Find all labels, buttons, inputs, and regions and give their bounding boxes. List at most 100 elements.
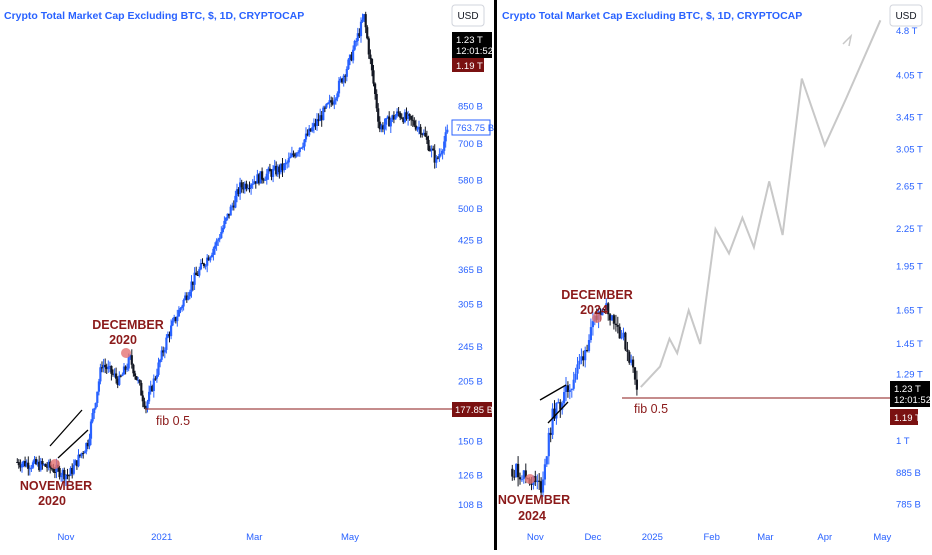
candle-body (610, 315, 614, 321)
candle-body (630, 359, 633, 363)
candle-body (278, 166, 281, 173)
y-tick-label: 1.45 T (896, 339, 923, 350)
candle-body (572, 379, 575, 389)
candle-body (363, 14, 366, 20)
candle-body (432, 148, 435, 151)
candle-body (392, 115, 395, 120)
right-low-box (890, 409, 918, 425)
candle-body (35, 459, 38, 465)
left-december-label-line1: DECEMBER (92, 318, 164, 332)
candle-body (559, 402, 562, 410)
candle-body (129, 355, 132, 358)
candle-body (44, 464, 47, 467)
candle-body (46, 466, 49, 468)
candle-body (389, 119, 392, 127)
candle-body (356, 33, 359, 41)
candle-body (315, 119, 319, 126)
candle-body (151, 386, 154, 391)
right-projection-arrowhead (842, 33, 853, 47)
candle-body (234, 195, 237, 208)
candle-body (328, 100, 331, 103)
y-tick-label: 850 B (458, 101, 483, 112)
candle-body (107, 366, 110, 370)
candle-body (262, 179, 265, 181)
candle-body (217, 239, 220, 241)
candle-body (248, 188, 251, 189)
candle-body (286, 162, 289, 164)
left-price-box (452, 32, 492, 58)
candle-body (543, 464, 546, 480)
candle-body (347, 59, 350, 70)
candle-body (124, 366, 127, 370)
candle-body (246, 188, 250, 189)
right-x-axis: Nov Dec 2025 Feb Mar Apr May (527, 532, 892, 543)
candle-body (620, 337, 623, 339)
candle-body (314, 123, 317, 126)
candle-body (587, 340, 591, 351)
candle-body (185, 295, 188, 300)
candle-body (143, 401, 146, 408)
candle-body (353, 41, 356, 50)
candle-body (344, 75, 347, 77)
candle-body (154, 378, 157, 380)
x-tick-label: Mar (246, 532, 262, 543)
left-usd-button[interactable] (451, 4, 485, 27)
candle-body (325, 103, 328, 108)
candle-body (333, 100, 336, 105)
right-price-box (890, 381, 930, 407)
candle-body (196, 275, 199, 276)
x-tick-label: Nov (527, 532, 544, 543)
candle-body (517, 463, 520, 478)
candle-body (159, 359, 162, 363)
candle-body (563, 392, 566, 404)
right-usd-button[interactable] (889, 4, 923, 27)
y-tick-label: 150 B (458, 437, 483, 448)
candle-body (213, 245, 217, 249)
candle-body (372, 70, 375, 84)
candle-body (86, 443, 89, 447)
candle-body (102, 364, 105, 368)
y-tick-label: 785 B (896, 500, 921, 511)
candle-body (146, 401, 149, 409)
right-december-label-line2: 2024 (580, 303, 608, 317)
candle-body (553, 408, 556, 419)
candle-body (215, 240, 218, 246)
left-fib-box-value: 177.85 B (455, 405, 493, 416)
candle-body (584, 350, 587, 361)
candle-body (369, 54, 372, 60)
candle-body (168, 334, 171, 337)
candle-body (589, 327, 592, 340)
candle-body (576, 364, 579, 374)
candle-body (574, 373, 577, 380)
x-tick-label: 2025 (642, 532, 663, 543)
candle-body (245, 183, 248, 189)
candle-body (334, 98, 337, 101)
candle-body (397, 111, 400, 113)
candle-body (603, 309, 606, 311)
candle-body (396, 111, 399, 116)
candle-body (364, 14, 367, 28)
candle-body (391, 115, 394, 120)
candle-body (111, 373, 115, 375)
candle-body (422, 132, 425, 135)
y-tick-label: 580 B (458, 175, 483, 186)
candle-body (283, 164, 286, 171)
candle-body (135, 376, 138, 380)
candle-body (270, 171, 273, 177)
right-chart-title: Crypto Total Market Cap Excluding BTC, $… (502, 10, 802, 22)
x-tick-label: Feb (704, 532, 720, 543)
left-y-axis: 850 B 700 B 580 B 500 B 425 B 365 B 305 B 245 B… (458, 101, 483, 511)
candle-body (226, 213, 229, 218)
x-tick-label: Dec (584, 532, 601, 543)
x-tick-label: Apr (817, 532, 832, 543)
left-wedge-lower-line (57, 429, 89, 459)
candle-body (121, 374, 124, 377)
candle-body (188, 291, 191, 297)
candle-body (24, 461, 27, 467)
candle-body (265, 173, 268, 180)
candle-body (381, 125, 384, 130)
candle-body (566, 385, 569, 392)
candle-body (410, 116, 413, 120)
y-tick-label: 205 B (458, 376, 483, 387)
